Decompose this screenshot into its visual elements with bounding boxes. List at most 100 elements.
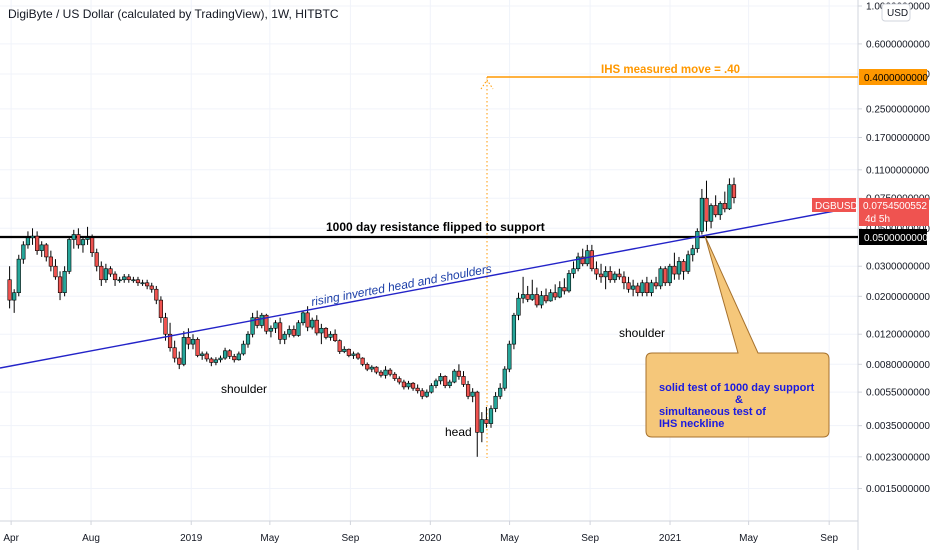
candle xyxy=(543,288,549,304)
candle xyxy=(140,279,145,286)
candle-body xyxy=(21,244,26,260)
candle xyxy=(218,355,223,363)
y-tick-label: 0.0120000000 xyxy=(866,330,930,341)
candle-body xyxy=(67,239,72,272)
candle xyxy=(177,351,182,370)
candle xyxy=(245,331,251,348)
candle-body xyxy=(534,294,539,306)
candle xyxy=(635,282,640,297)
candle xyxy=(484,407,489,428)
candle-body xyxy=(388,369,393,375)
x-tick-label: Sep xyxy=(820,533,838,544)
y-tick-label: 0.1100000000 xyxy=(866,165,930,176)
measured-move-label: IHS measured move = .40 xyxy=(601,64,740,76)
candle xyxy=(410,382,416,391)
candle-body xyxy=(608,271,613,281)
candle-body xyxy=(378,371,384,376)
candle-body xyxy=(635,285,640,293)
currency-button[interactable] xyxy=(881,3,911,22)
x-tick-label: 2021 xyxy=(659,533,682,544)
candle xyxy=(626,276,631,293)
candle xyxy=(525,285,530,303)
candle xyxy=(516,292,521,321)
candle-body xyxy=(420,390,425,397)
candle xyxy=(167,322,173,352)
candle xyxy=(718,201,723,220)
candle xyxy=(406,380,411,390)
candle xyxy=(681,259,686,280)
candle-body xyxy=(681,261,686,272)
candle xyxy=(232,353,237,363)
candle xyxy=(392,372,397,381)
countdown: 4d 5h xyxy=(865,214,890,225)
candle xyxy=(598,263,604,283)
candle xyxy=(154,285,159,305)
candle xyxy=(667,263,672,286)
candle-body xyxy=(401,381,406,388)
candle-body xyxy=(328,333,333,338)
time-axis[interactable]: Apr Aug 2019 May Sep 2020 May Sep 2021 May Sep xyxy=(3,521,839,544)
candle xyxy=(415,384,420,394)
candle xyxy=(470,388,475,403)
candle xyxy=(617,268,622,280)
candle-body xyxy=(374,366,379,373)
candle-body xyxy=(213,359,219,363)
candle xyxy=(131,276,136,283)
candle xyxy=(222,347,228,360)
candle-body xyxy=(520,294,526,299)
candle-body xyxy=(470,391,475,397)
candle-body xyxy=(259,314,264,326)
candle xyxy=(76,228,81,249)
candle-body xyxy=(131,279,136,282)
candle xyxy=(397,376,402,385)
price-tag xyxy=(859,198,929,226)
callout-line-4: IHS neckline xyxy=(659,418,724,430)
candle-body xyxy=(571,268,576,274)
candle-body xyxy=(539,295,544,306)
candle xyxy=(365,362,370,372)
candle-body xyxy=(461,376,466,385)
candle-body xyxy=(557,287,562,298)
candle-body xyxy=(158,299,164,318)
y-tick-label: 0.0300000000 xyxy=(866,262,930,273)
candle xyxy=(158,296,164,323)
candle xyxy=(122,274,127,283)
candle xyxy=(401,379,406,390)
candle xyxy=(172,340,177,363)
candle xyxy=(67,236,72,275)
candle xyxy=(296,320,301,337)
candle xyxy=(126,274,131,283)
neckline-trendline xyxy=(0,209,841,369)
candle-body xyxy=(44,244,49,258)
candle xyxy=(99,261,104,286)
candle xyxy=(589,244,594,272)
current-price-label: DGBUSD 0.0754500552 4d 5h xyxy=(812,198,929,226)
candle-body xyxy=(690,248,695,256)
candle xyxy=(676,256,682,280)
candle-body xyxy=(493,395,498,409)
candle xyxy=(690,244,695,262)
candle xyxy=(333,329,338,343)
candle xyxy=(699,188,704,235)
candle xyxy=(35,231,40,255)
candle xyxy=(727,178,732,210)
y-tick-label: 0.1700000000 xyxy=(866,133,930,144)
grid xyxy=(0,0,858,521)
candle-body xyxy=(204,353,209,360)
candle-body xyxy=(415,387,420,392)
candle-body xyxy=(227,350,232,357)
candle-body xyxy=(479,419,484,433)
candle xyxy=(181,331,186,367)
candle-body xyxy=(640,282,645,293)
candle-body xyxy=(236,353,241,361)
candle-body xyxy=(319,327,324,334)
candle-body xyxy=(177,357,182,365)
candle-body xyxy=(406,382,411,388)
candle-body xyxy=(112,273,118,281)
callout-line-1: solid test of 1000 day support xyxy=(659,382,815,394)
candle-body xyxy=(713,205,718,216)
candle-body xyxy=(232,356,237,361)
level-label-bg xyxy=(859,229,927,245)
